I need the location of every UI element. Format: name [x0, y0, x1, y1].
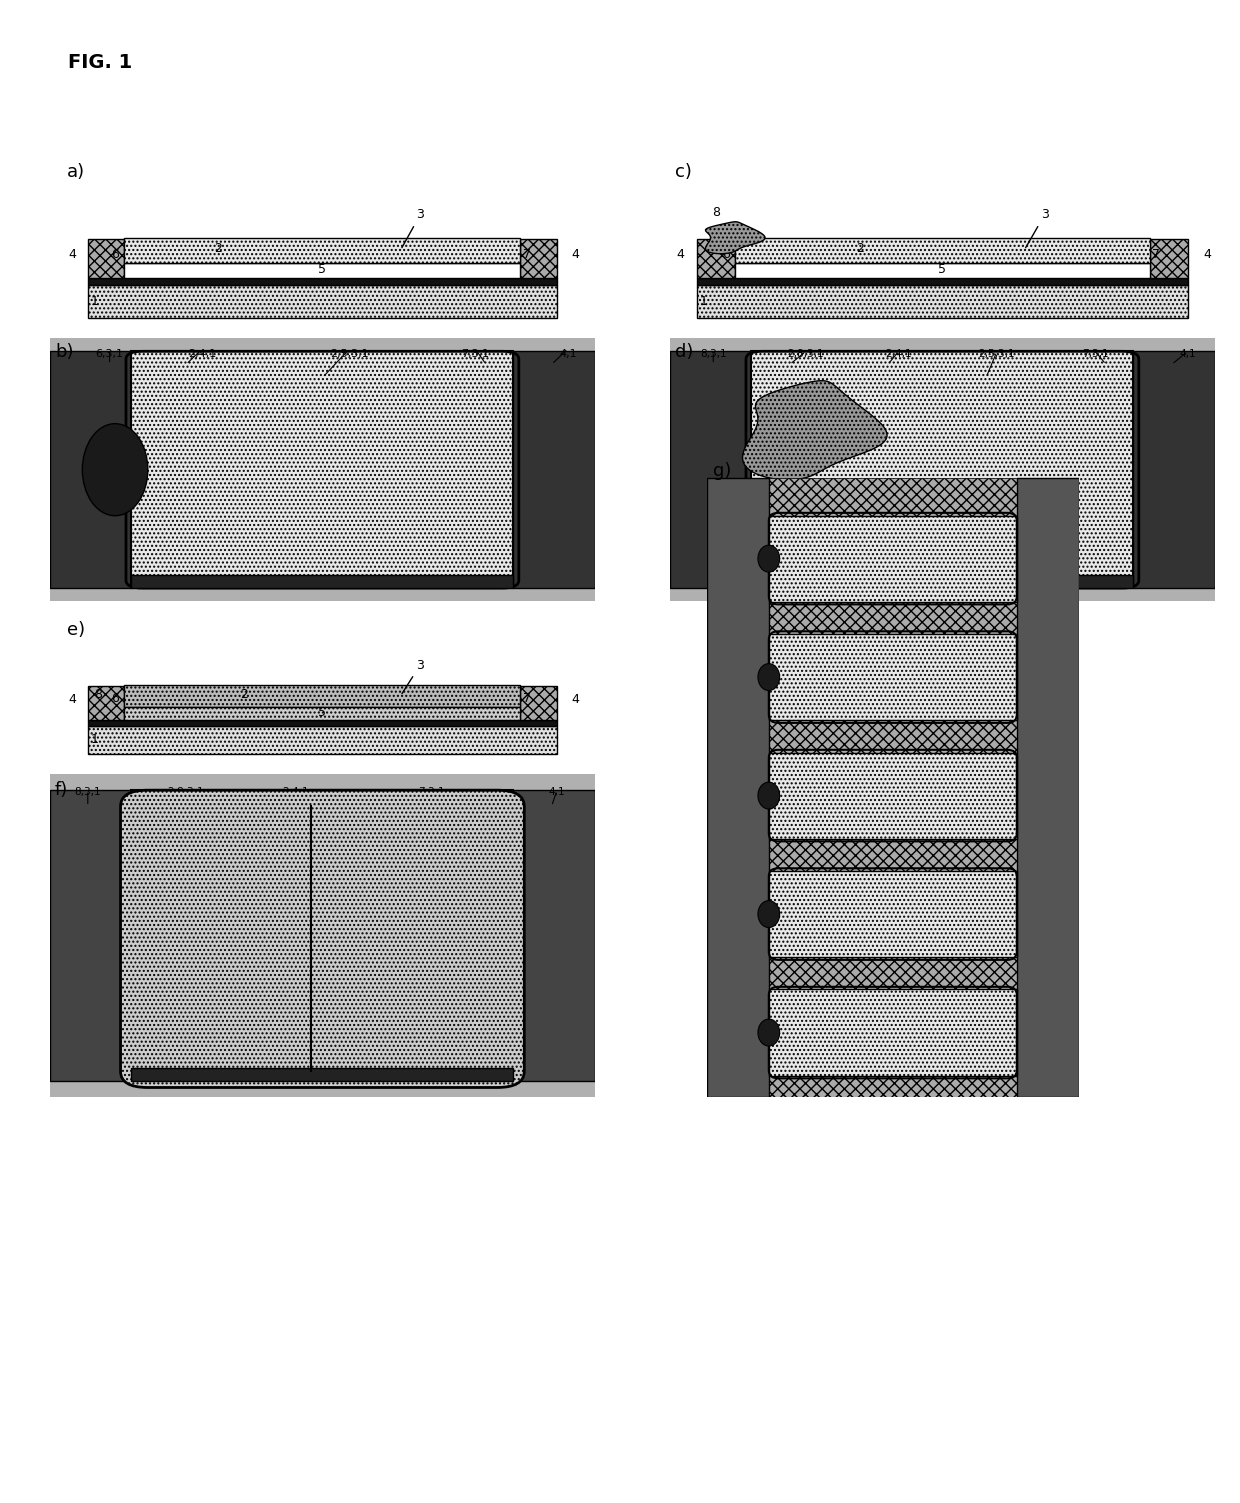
Bar	[769, 870, 1017, 957]
Text: 7,3,1: 7,3,1	[461, 349, 490, 359]
Bar	[769, 989, 1017, 1076]
Text: 2,8,3,1: 2,8,3,1	[167, 788, 205, 797]
Bar	[1133, 352, 1215, 588]
Bar	[88, 278, 557, 284]
FancyBboxPatch shape	[120, 791, 525, 1088]
Ellipse shape	[758, 782, 780, 809]
Ellipse shape	[82, 424, 148, 516]
Text: a): a)	[67, 164, 86, 182]
Text: 3: 3	[402, 658, 424, 693]
Bar	[751, 352, 1133, 588]
Bar	[88, 720, 557, 726]
Text: 4: 4	[68, 248, 77, 260]
Bar	[751, 576, 1133, 588]
Text: d): d)	[675, 344, 693, 361]
Polygon shape	[706, 222, 765, 254]
Text: 8,3,1: 8,3,1	[699, 349, 727, 359]
Bar	[131, 352, 513, 588]
Text: f): f)	[55, 780, 68, 798]
Text: 4,1: 4,1	[548, 788, 565, 797]
Text: 8: 8	[94, 688, 103, 702]
Bar	[513, 352, 595, 588]
Text: 7,3,1: 7,3,1	[1081, 349, 1109, 359]
Ellipse shape	[758, 1019, 780, 1046]
Bar	[124, 263, 521, 278]
Bar	[521, 687, 557, 720]
Text: e): e)	[67, 621, 86, 639]
Text: FIG. 1: FIG. 1	[68, 53, 133, 72]
Text: 8,3,1: 8,3,1	[74, 788, 102, 797]
Text: 4: 4	[68, 693, 77, 706]
Bar	[1017, 478, 1079, 1097]
Bar	[735, 237, 1149, 263]
Bar	[769, 753, 1017, 839]
Bar	[131, 791, 513, 1081]
Text: 7: 7	[1152, 248, 1161, 262]
Text: 7,3,1: 7,3,1	[418, 788, 445, 797]
Text: 3: 3	[1025, 209, 1049, 248]
Text: 2,4,1: 2,4,1	[885, 349, 913, 359]
Text: c): c)	[675, 164, 692, 182]
Text: 8: 8	[712, 206, 720, 219]
Bar	[124, 237, 521, 263]
Text: b): b)	[55, 344, 73, 361]
Bar	[697, 239, 735, 278]
Text: 4,1: 4,1	[1179, 349, 1197, 359]
Bar	[735, 263, 1149, 278]
Text: 7: 7	[523, 248, 531, 262]
Text: 5: 5	[939, 263, 946, 277]
Text: 2: 2	[241, 688, 248, 702]
Ellipse shape	[758, 900, 780, 927]
Bar	[769, 634, 1017, 720]
Text: 6: 6	[722, 248, 729, 262]
Bar	[88, 687, 124, 720]
Bar	[124, 685, 521, 706]
Text: 5: 5	[319, 263, 326, 277]
Bar	[88, 726, 557, 755]
Bar	[521, 239, 557, 278]
Text: 1: 1	[91, 733, 98, 747]
Text: 2,5,3,1: 2,5,3,1	[978, 349, 1016, 359]
Text: g): g)	[713, 461, 732, 479]
Text: 4: 4	[572, 693, 579, 706]
Bar	[697, 284, 1188, 317]
Text: 1: 1	[699, 295, 708, 308]
Text: 4,1: 4,1	[559, 349, 577, 359]
Text: 6,3,1: 6,3,1	[95, 349, 124, 359]
Text: 2: 2	[857, 242, 864, 256]
Ellipse shape	[758, 664, 780, 690]
Text: 4: 4	[677, 248, 684, 260]
Text: 1: 1	[91, 295, 98, 308]
Text: 3: 3	[402, 209, 424, 248]
Text: 4: 4	[572, 248, 579, 260]
Text: 7: 7	[523, 693, 531, 705]
Bar	[50, 791, 131, 1081]
Text: 2,4,1: 2,4,1	[281, 788, 309, 797]
Bar	[88, 284, 557, 317]
Text: 2,5,3,1: 2,5,3,1	[330, 349, 370, 359]
Bar	[769, 516, 1017, 601]
Text: 5: 5	[319, 706, 326, 718]
Text: 2,4,1: 2,4,1	[188, 349, 217, 359]
Polygon shape	[743, 380, 887, 479]
Bar	[88, 239, 124, 278]
Bar	[707, 478, 769, 1097]
Text: 6: 6	[112, 248, 119, 262]
Text: 2,8,3,1: 2,8,3,1	[787, 349, 825, 359]
Bar	[513, 791, 595, 1081]
Bar	[131, 1069, 513, 1081]
Text: 2: 2	[215, 242, 222, 256]
Text: 6: 6	[112, 693, 119, 705]
Bar	[131, 576, 513, 588]
Bar	[124, 706, 521, 720]
Ellipse shape	[758, 546, 780, 573]
Bar	[697, 278, 1188, 284]
Bar	[1149, 239, 1188, 278]
Bar	[670, 352, 751, 588]
Text: 4: 4	[1203, 248, 1211, 260]
Bar	[50, 352, 131, 588]
